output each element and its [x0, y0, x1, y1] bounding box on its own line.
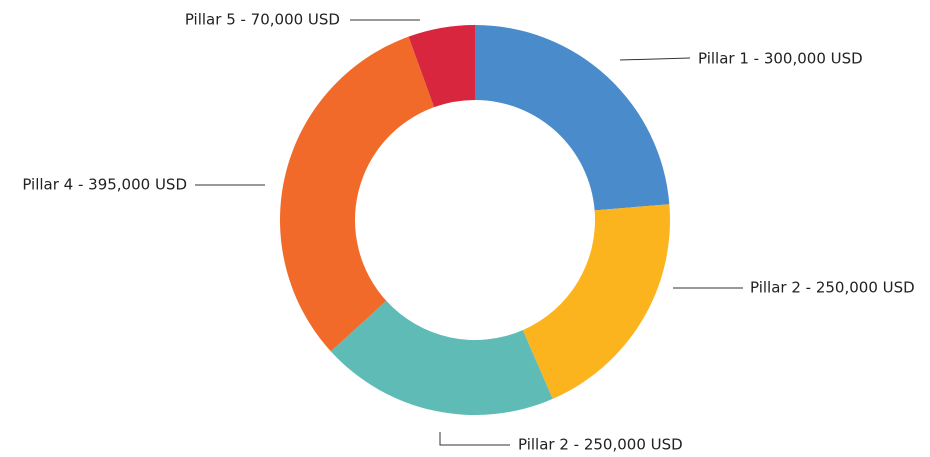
donut-slice — [475, 25, 670, 211]
slice-label: Pillar 2 - 250,000 USD — [750, 279, 915, 297]
slice-label: Pillar 1 - 300,000 USD — [698, 50, 863, 68]
slice-label: Pillar 5 - 70,000 USD — [185, 11, 340, 29]
leader-line — [439, 432, 510, 446]
donut-slice — [279, 36, 435, 352]
slice-label: Pillar 4 - 395,000 USD — [22, 176, 187, 194]
slice-label: Pillar 2 - 250,000 USD — [518, 436, 683, 454]
donut-slice — [330, 300, 553, 416]
leader-line — [619, 57, 691, 61]
donut-slice — [522, 204, 670, 399]
donut-slice — [408, 25, 475, 108]
